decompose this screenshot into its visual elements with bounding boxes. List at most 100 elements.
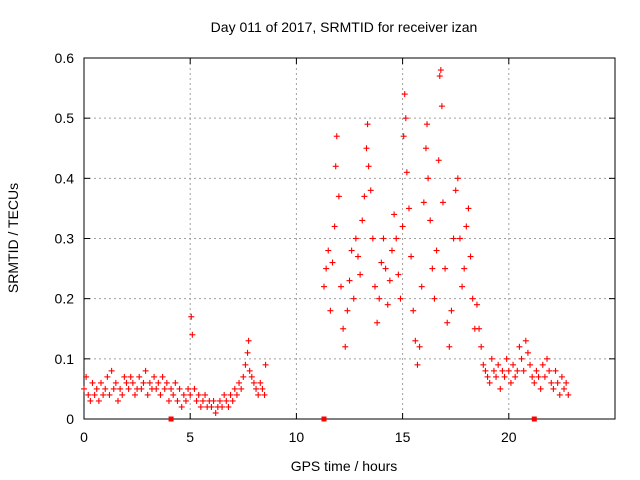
data-point [161, 385, 168, 392]
data-point [125, 385, 132, 392]
data-point [153, 385, 160, 392]
data-point [473, 301, 480, 308]
data-point [165, 397, 172, 404]
data-point [323, 265, 330, 272]
data-point [433, 247, 440, 254]
data-point [378, 259, 385, 266]
data-point [257, 379, 264, 386]
y-tick-label: 0.3 [55, 231, 75, 247]
data-point [529, 373, 536, 380]
data-point [329, 259, 336, 266]
data-point [242, 361, 249, 368]
data-point [151, 373, 158, 380]
data-point [452, 187, 459, 194]
data-point [168, 385, 175, 392]
data-point [208, 403, 215, 410]
data-point [261, 391, 268, 398]
data-point [365, 163, 372, 170]
data-point [176, 385, 183, 392]
data-point [446, 343, 453, 350]
data-point [363, 145, 370, 152]
data-point [425, 175, 432, 182]
data-point [554, 379, 561, 386]
data-point [510, 361, 517, 368]
data-point [87, 397, 94, 404]
data-point [436, 73, 443, 80]
data-point [108, 367, 115, 374]
y-tick-label: 0.5 [55, 110, 75, 126]
data-point [178, 403, 185, 410]
data-point [85, 391, 92, 398]
data-point [219, 403, 226, 410]
data-point [503, 355, 510, 362]
data-point [541, 373, 548, 380]
data-point [476, 325, 483, 332]
data-point [376, 295, 383, 302]
y-tick-label: 0.1 [55, 351, 75, 367]
data-point [338, 283, 345, 290]
data-point [197, 403, 204, 410]
data-point [459, 283, 466, 290]
data-point [332, 163, 339, 170]
data-point [89, 379, 96, 386]
data-point [112, 379, 119, 386]
x-tick-label: 5 [186, 429, 194, 445]
data-point [238, 385, 245, 392]
data-point [397, 295, 404, 302]
data-point [210, 397, 217, 404]
data-point [180, 391, 187, 398]
data-point [486, 379, 493, 386]
data-point [248, 373, 255, 380]
axis-ticks: 0 0.1 0.2 0.3 0.4 0.5 0.6 0 5 10 15 20 [55, 50, 615, 445]
data-point [531, 379, 538, 386]
data-point [95, 397, 102, 404]
data-point [354, 253, 361, 260]
data-point [121, 373, 128, 380]
data-point [435, 157, 442, 164]
data-point [259, 385, 266, 392]
data-point [403, 169, 410, 176]
data-point [416, 343, 423, 350]
data-point [501, 373, 508, 380]
data-point [546, 367, 553, 374]
data-point [199, 397, 206, 404]
data-point [400, 133, 407, 140]
data-point [225, 403, 232, 410]
data-gap-markers [168, 416, 537, 422]
data-point [104, 373, 111, 380]
data-point [393, 235, 400, 242]
data-point [202, 391, 209, 398]
data-point [369, 235, 376, 242]
x-tick-label: 15 [395, 429, 411, 445]
data-point [408, 253, 415, 260]
data-point [170, 391, 177, 398]
data-point [172, 379, 179, 386]
data-point [144, 391, 151, 398]
data-point [146, 379, 153, 386]
data-point [216, 397, 223, 404]
data-point [83, 373, 90, 380]
data-point [142, 367, 149, 374]
data-point [364, 121, 371, 128]
data-point [552, 367, 559, 374]
data-point [182, 397, 189, 404]
data-point [131, 391, 138, 398]
data-point [352, 235, 359, 242]
data-point [499, 367, 506, 374]
data-point [159, 373, 166, 380]
data-point [384, 301, 391, 308]
data-point [463, 223, 470, 230]
x-axis-label: GPS time / hours [291, 458, 398, 474]
data-point [539, 361, 546, 368]
data-point [361, 193, 368, 200]
data-point [437, 67, 444, 74]
data-point [493, 373, 500, 380]
data-point [391, 211, 398, 218]
data-point [244, 349, 251, 356]
data-point [189, 331, 196, 338]
data-point [255, 391, 262, 398]
data-point [227, 391, 234, 398]
data-point [174, 397, 181, 404]
data-point [414, 361, 421, 368]
data-point [221, 391, 228, 398]
